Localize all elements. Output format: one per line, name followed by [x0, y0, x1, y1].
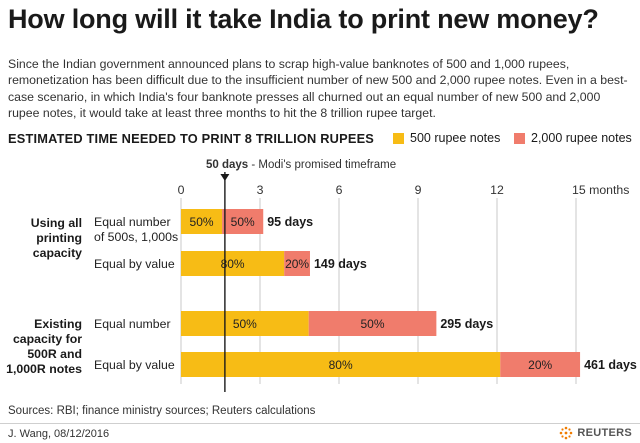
reuters-logo: REUTERS	[559, 426, 632, 440]
bar-label-equal-number-all: Equal number of 500s, 1,000s	[94, 215, 178, 245]
group-label-line: Existing	[34, 317, 82, 331]
reference-arrow-icon	[220, 174, 230, 181]
reference-line-label: 50 days - Modi's promised timeframe	[206, 159, 396, 171]
bar-total-label: 295 days	[440, 317, 493, 331]
credit-line: J. Wang, 08/12/2016	[8, 428, 110, 440]
x-tick-label: 0	[178, 183, 185, 197]
group-label-line: Using all	[30, 216, 82, 230]
bar-chart: 0 3 6 9 12 15 months 50% 50% 95 days 80% 20% 149 da…	[178, 159, 637, 392]
footer-divider	[0, 423, 640, 424]
reference-label-days: 50 days	[206, 159, 248, 171]
reference-label-desc: - Modi's promised timeframe	[248, 159, 396, 171]
segment-label: 50%	[231, 215, 255, 229]
bar-segment	[284, 251, 310, 276]
bar-total-label: 461 days	[584, 358, 637, 372]
bar-segment	[500, 352, 581, 377]
segment-label: 50%	[190, 215, 214, 229]
bar-segment	[181, 251, 285, 276]
segment-label: 50%	[233, 317, 257, 331]
group-label-line: capacity	[32, 246, 82, 260]
legend-swatch-2000	[514, 132, 525, 144]
bar-segment	[181, 311, 309, 336]
segment-label: 20%	[285, 257, 309, 271]
segment-label: 80%	[221, 257, 245, 271]
bar-total-label: 95 days	[267, 215, 313, 229]
bar-total-label: 149 days	[314, 257, 367, 271]
bar-label-line: of 500s, 1,000s	[94, 230, 179, 244]
bar-label-equal-value-existing: Equal by value	[94, 358, 175, 372]
bar-segment	[222, 209, 264, 234]
bar-label-equal-number-existing: Equal number	[94, 317, 171, 331]
group-label-line: printing	[36, 231, 82, 245]
legend-item-2000: 2,000 rupee notes	[514, 130, 632, 146]
page-title: How long will it take India to print new…	[8, 4, 599, 34]
bar-label-equal-value-all: Equal by value	[94, 257, 175, 271]
legend-swatch-500	[393, 132, 404, 144]
bar-label-line: Equal number	[94, 215, 171, 229]
group-label-line: capacity for	[12, 332, 82, 346]
reuters-dots-icon	[560, 426, 573, 440]
segment-label: 50%	[361, 317, 385, 331]
group-label-line: 500R and	[27, 347, 82, 361]
brand-name: REUTERS	[577, 427, 632, 439]
x-tick-label: 3	[257, 183, 264, 197]
group-label-existing-capacity: Existing capacity for 500R and 1,000R no…	[4, 317, 82, 377]
bar-segment	[181, 209, 223, 234]
legend-label-2000: 2,000 rupee notes	[531, 131, 632, 145]
x-tick-label: 15 months	[572, 183, 629, 197]
bar-segment	[308, 311, 437, 336]
legend-label-500: 500 rupee notes	[410, 131, 501, 145]
chart-title: ESTIMATED TIME NEEDED TO PRINT 8 TRILLIO…	[8, 131, 375, 146]
group-label-line: 1,000R notes	[6, 362, 82, 376]
x-tick-label: 9	[415, 183, 422, 197]
segment-label: 20%	[528, 358, 552, 372]
sources-note: Sources: RBI; finance ministry sources; …	[8, 405, 316, 417]
legend-item-500: 500 rupee notes	[393, 130, 500, 146]
intro-text: Since the Indian government announced pl…	[8, 57, 628, 121]
segment-label: 80%	[329, 358, 353, 372]
x-tick-label: 12	[490, 183, 504, 197]
x-tick-label: 6	[336, 183, 343, 197]
bar-segment	[181, 352, 501, 377]
group-label-all-capacity: Using all printing capacity	[4, 216, 82, 261]
